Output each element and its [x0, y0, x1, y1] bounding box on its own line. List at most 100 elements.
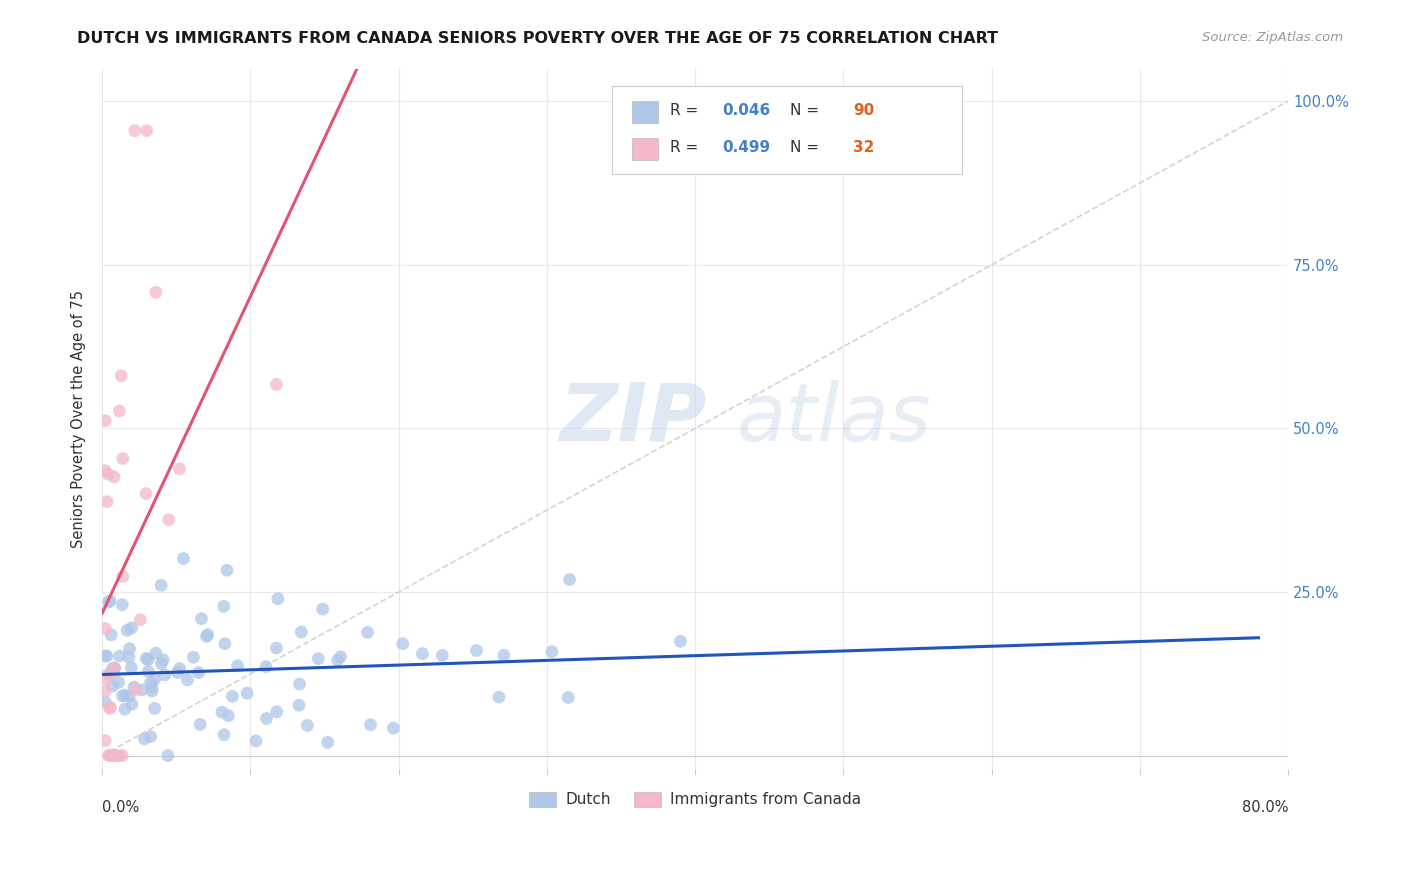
Point	[187, 665, 209, 680]
Text: Source: ZipAtlas.com: Source: ZipAtlas.com	[1202, 31, 1343, 45]
Point	[188, 717, 211, 731]
Point	[266, 705, 288, 719]
Point	[156, 748, 179, 763]
Text: 32: 32	[853, 140, 875, 155]
Point	[316, 735, 339, 749]
Point	[217, 708, 239, 723]
Point	[432, 648, 454, 663]
Point	[183, 650, 205, 665]
Point	[96, 672, 118, 686]
Point	[143, 701, 166, 715]
Point	[221, 690, 243, 704]
Point	[114, 688, 136, 702]
Point	[135, 124, 157, 138]
Point	[256, 711, 278, 725]
Text: N =: N =	[790, 140, 824, 155]
Point	[411, 647, 433, 661]
Point	[118, 650, 141, 665]
Point	[125, 682, 148, 697]
Point	[266, 640, 288, 655]
Point	[131, 682, 153, 697]
Point	[129, 613, 152, 627]
Point	[288, 698, 311, 713]
Point	[245, 734, 267, 748]
Point	[139, 730, 162, 744]
Point	[143, 672, 166, 686]
Point	[356, 625, 378, 640]
Point	[267, 591, 290, 606]
Point	[111, 598, 134, 612]
Point	[288, 677, 311, 691]
Point	[145, 285, 167, 300]
Point	[96, 494, 118, 508]
Point	[100, 748, 122, 763]
Point	[326, 653, 349, 667]
Point	[134, 731, 156, 746]
Point	[121, 621, 143, 635]
Point	[669, 634, 692, 648]
Point	[360, 717, 382, 731]
Point	[108, 748, 131, 763]
Point	[114, 702, 136, 716]
Point	[197, 627, 219, 641]
Point	[121, 697, 143, 711]
Point	[136, 653, 159, 667]
Point	[122, 680, 145, 694]
Point	[266, 377, 288, 392]
Point	[115, 624, 138, 638]
Point	[94, 414, 117, 428]
Point	[110, 368, 132, 383]
Point	[558, 573, 581, 587]
FancyBboxPatch shape	[633, 101, 658, 123]
Point	[391, 637, 413, 651]
Point	[100, 667, 122, 681]
Point	[214, 637, 236, 651]
Y-axis label: Seniors Poverty Over the Age of 75: Seniors Poverty Over the Age of 75	[72, 290, 86, 548]
Point	[465, 643, 488, 657]
Point	[97, 595, 120, 609]
Point	[141, 684, 163, 698]
Point	[541, 645, 564, 659]
Point	[492, 648, 515, 663]
Point	[172, 551, 194, 566]
Point	[111, 569, 134, 583]
Legend: Dutch, Immigrants from Canada: Dutch, Immigrants from Canada	[523, 786, 868, 814]
Point	[141, 681, 163, 695]
Point	[254, 659, 277, 673]
Point	[211, 705, 233, 719]
Point	[120, 660, 142, 674]
Point	[169, 462, 191, 476]
Point	[236, 686, 259, 700]
Point	[101, 679, 124, 693]
Point	[104, 661, 127, 675]
Point	[97, 667, 120, 681]
Point	[226, 658, 249, 673]
Point	[215, 563, 238, 577]
Point	[101, 661, 124, 675]
Point	[488, 690, 510, 704]
Point	[307, 651, 329, 665]
Point	[311, 602, 333, 616]
Point	[212, 728, 235, 742]
Text: R =: R =	[671, 140, 703, 155]
Point	[94, 622, 117, 636]
Point	[145, 646, 167, 660]
Point	[329, 649, 352, 664]
Text: DUTCH VS IMMIGRANTS FROM CANADA SENIORS POVERTY OVER THE AGE OF 75 CORRELATION C: DUTCH VS IMMIGRANTS FROM CANADA SENIORS …	[77, 31, 998, 46]
Point	[98, 594, 121, 608]
Point	[297, 718, 319, 732]
Text: 80.0%: 80.0%	[1241, 800, 1288, 815]
Text: N =: N =	[790, 103, 824, 118]
Point	[169, 661, 191, 675]
Point	[100, 748, 122, 763]
Point	[94, 648, 117, 663]
Text: 0.0%: 0.0%	[103, 800, 139, 815]
Point	[166, 665, 188, 680]
Point	[135, 651, 157, 665]
Point	[107, 675, 129, 690]
Point	[111, 689, 134, 703]
Point	[139, 675, 162, 690]
Point	[157, 513, 180, 527]
Point	[100, 628, 122, 642]
Point	[97, 467, 120, 482]
